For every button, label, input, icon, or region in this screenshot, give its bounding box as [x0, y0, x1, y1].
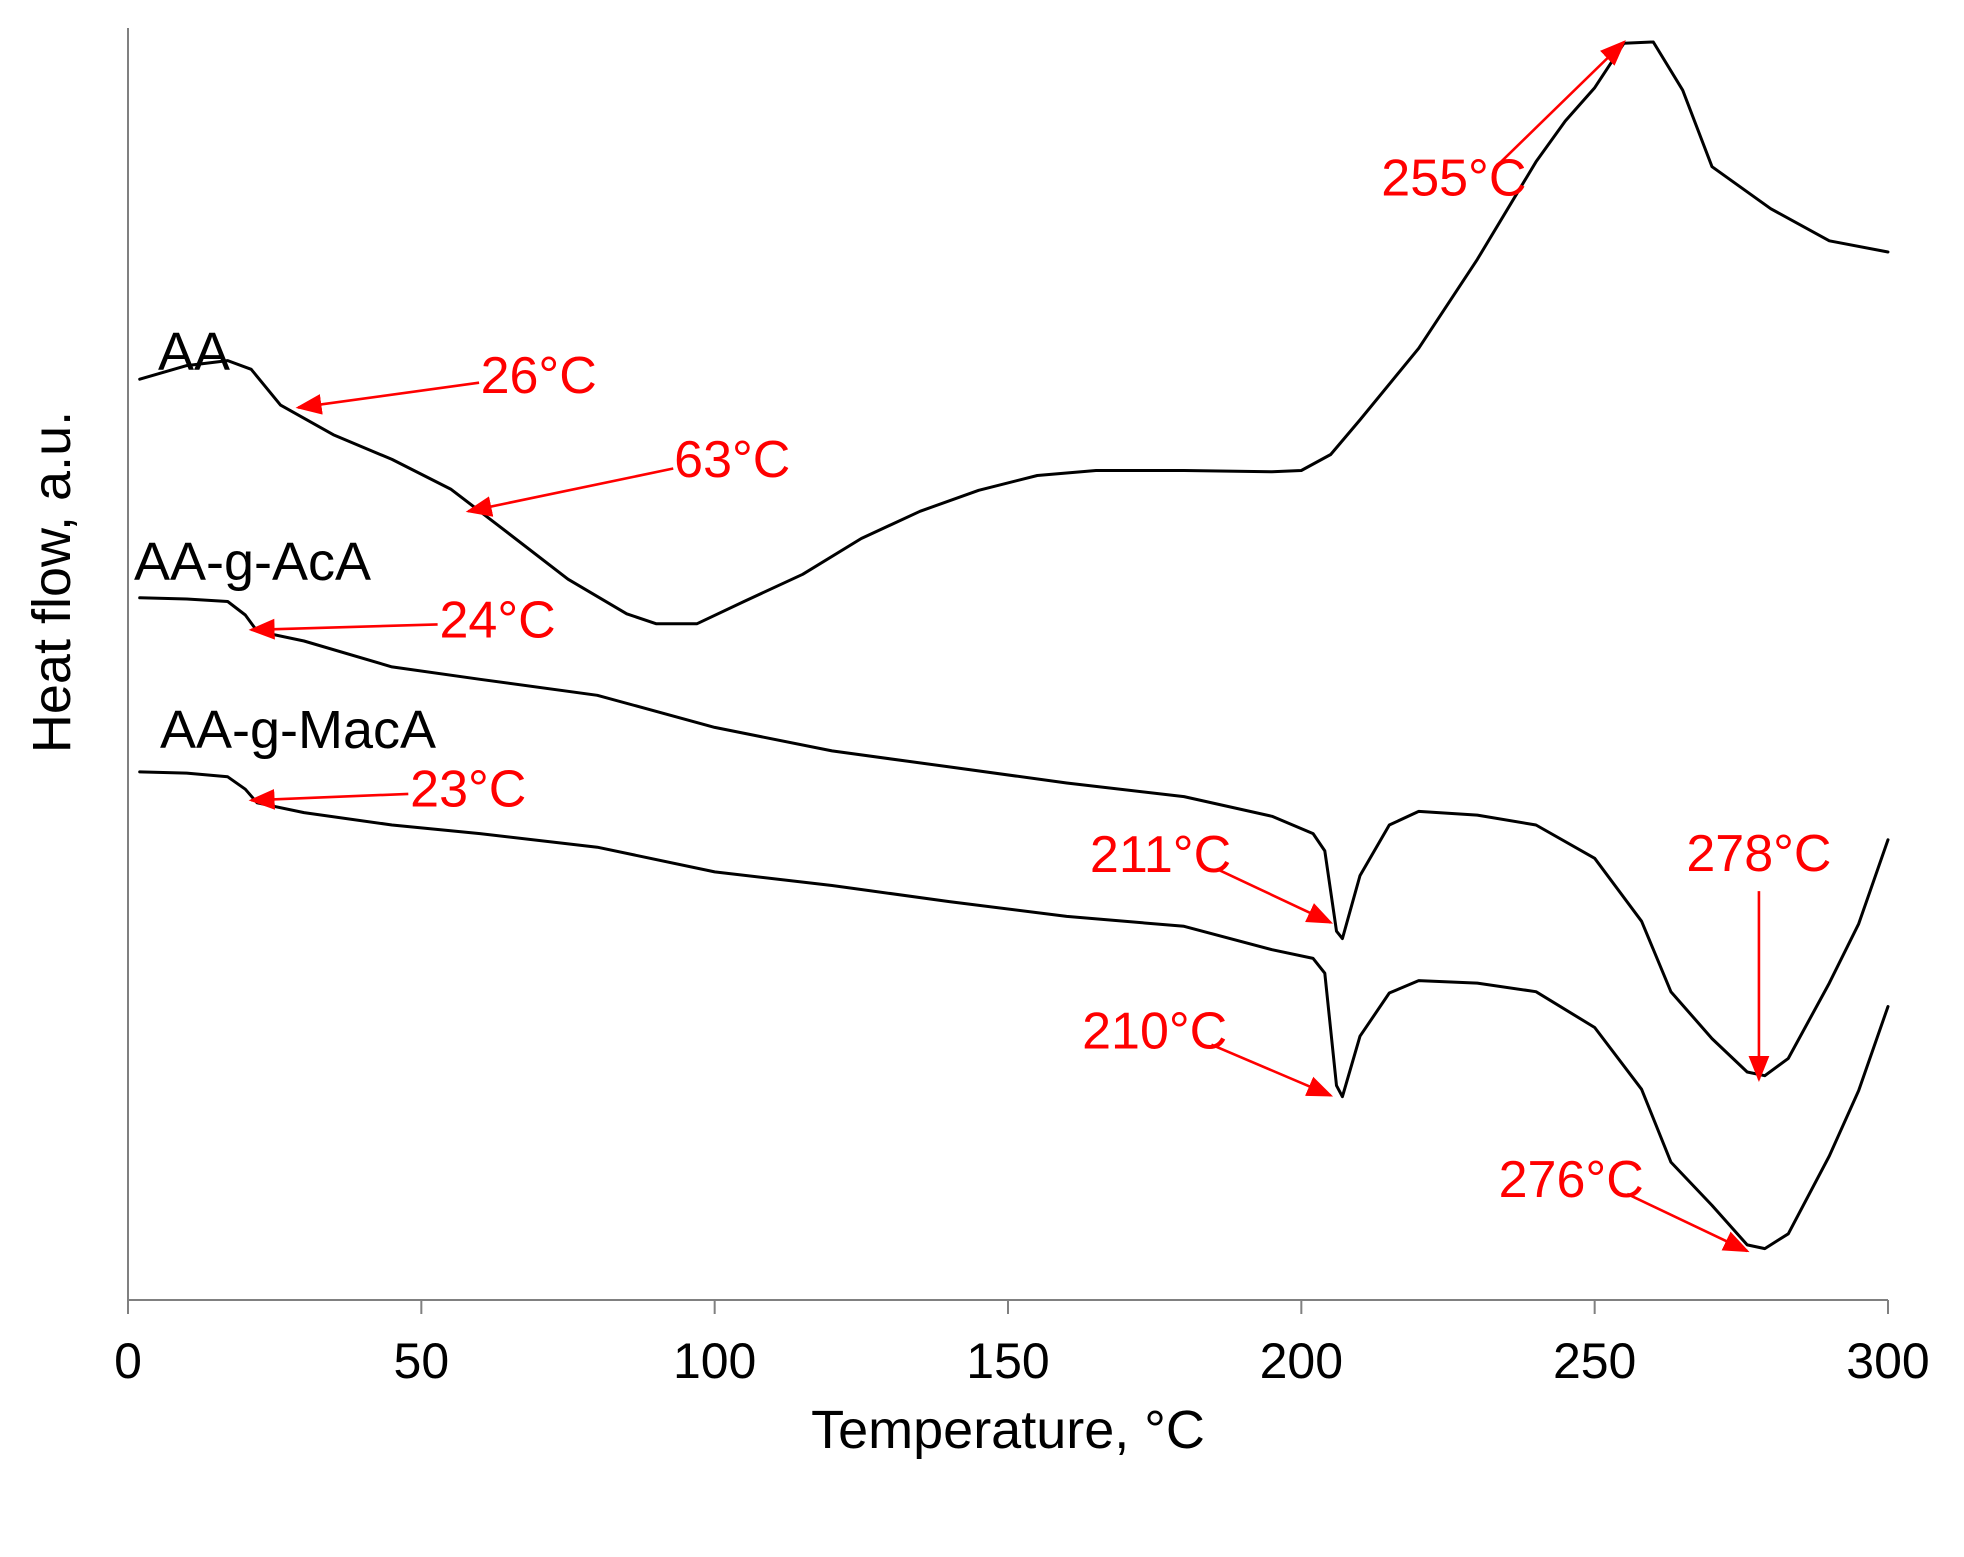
annotation-arrow: [1216, 867, 1334, 924]
annotation-label: 23°C: [410, 761, 526, 819]
annotation-arrow: [1626, 1192, 1750, 1253]
series-label-aa: AA: [158, 322, 230, 382]
annotation-arrow: [295, 381, 480, 415]
series-line-aa-g-aca: [138, 596, 1890, 1078]
annotation-label: 210°C: [1082, 1003, 1227, 1061]
x-tick-label: 150: [966, 1333, 1049, 1389]
x-tick-label: 50: [394, 1333, 450, 1389]
annotation-label: 26°C: [481, 347, 597, 405]
x-axis-title: Temperature, °C: [811, 1400, 1205, 1460]
annotation-arrow: [248, 618, 438, 640]
series-line-aa: [138, 40, 1890, 626]
annotation-label: 24°C: [440, 591, 556, 649]
series-group: AA AA-g-AcA AA-g-MacA: [134, 40, 1890, 1251]
annotation-label: 63°C: [674, 431, 790, 489]
annotation-label: 278°C: [1686, 825, 1831, 883]
labels-group: Temperature, °C Heat flow, a.u.: [22, 411, 1205, 1460]
annotation-arrow: [465, 467, 674, 517]
x-tick-label: 0: [114, 1333, 142, 1389]
x-tick-label: 200: [1260, 1333, 1343, 1389]
x-tick-label: 250: [1553, 1333, 1636, 1389]
x-tick-label: 100: [673, 1333, 756, 1389]
annotation-label: 211°C: [1090, 826, 1231, 884]
y-axis-title: Heat flow, a.u.: [22, 411, 82, 753]
annotation-arrow: [1210, 1043, 1334, 1097]
axes: 0 50 100 150 200 250 300: [114, 28, 1930, 1389]
annotation-label: 276°C: [1499, 1151, 1644, 1209]
series-label-aa-g-aca: AA-g-AcA: [134, 532, 371, 592]
annotations-group: 255°C 26°C 63°C 24°C 23°C 211°C 210°C 278°C 276°…: [248, 40, 1831, 1253]
series-line-aa-g-maca: [138, 770, 1890, 1251]
annotation-arrow: [248, 788, 409, 810]
x-tick-label: 300: [1846, 1333, 1929, 1389]
annotation-label: 255°C: [1381, 149, 1526, 207]
annotation-arrow: [1499, 40, 1626, 164]
series-label-aa-g-maca: AA-g-MacA: [160, 700, 436, 760]
